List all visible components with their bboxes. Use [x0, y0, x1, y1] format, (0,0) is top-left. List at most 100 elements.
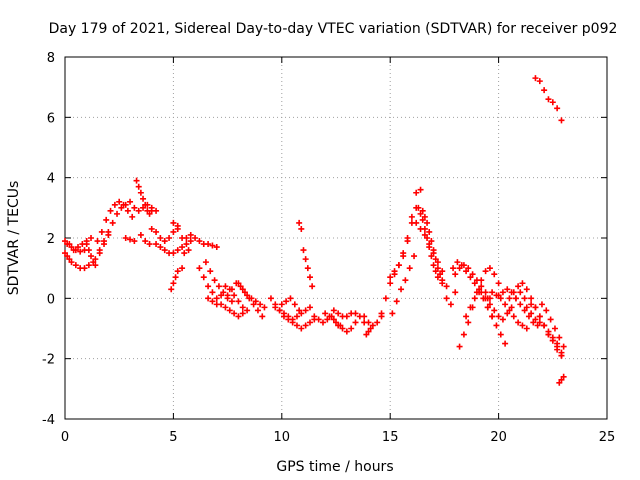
data-point	[502, 340, 509, 347]
data-point	[478, 283, 485, 290]
data-point	[140, 204, 147, 211]
data-point	[348, 325, 355, 332]
data-point	[324, 316, 331, 323]
data-point	[528, 310, 535, 317]
data-point	[499, 289, 506, 296]
data-point	[489, 313, 496, 320]
data-point	[395, 262, 402, 269]
data-point	[257, 301, 264, 308]
data-point	[248, 295, 255, 302]
data-point	[226, 307, 233, 314]
data-point	[504, 286, 511, 293]
data-point	[213, 244, 220, 251]
data-point	[124, 207, 131, 214]
data-point	[452, 289, 459, 296]
data-point	[408, 213, 415, 220]
data-point	[421, 231, 428, 238]
data-point	[289, 319, 296, 326]
data-point	[467, 274, 474, 281]
data-point	[430, 262, 437, 269]
data-point	[508, 304, 515, 311]
data-point	[157, 235, 164, 241]
y-tick-label: -2	[42, 353, 55, 368]
data-point	[304, 265, 311, 272]
data-point	[545, 96, 552, 103]
data-point	[374, 319, 381, 326]
data-point	[140, 195, 147, 202]
data-point	[335, 322, 342, 329]
data-point	[101, 241, 108, 248]
data-point	[287, 295, 294, 302]
data-point	[478, 289, 485, 296]
y-tick-label: 2	[47, 232, 55, 247]
data-point	[463, 313, 470, 320]
data-point	[499, 316, 506, 323]
data-point	[222, 304, 229, 311]
data-point	[456, 265, 463, 272]
data-point	[62, 250, 68, 257]
data-point	[291, 301, 298, 308]
data-point	[311, 313, 318, 320]
data-point	[541, 87, 548, 94]
data-point	[252, 298, 259, 305]
data-point	[261, 304, 268, 311]
data-point	[298, 310, 305, 317]
data-point	[153, 241, 160, 248]
data-point	[532, 75, 539, 82]
data-point	[116, 198, 123, 205]
data-point	[88, 253, 95, 260]
data-point	[66, 256, 73, 263]
data-point	[465, 319, 472, 326]
data-point	[506, 295, 513, 302]
data-point	[235, 313, 242, 320]
data-point	[62, 238, 68, 245]
data-point	[179, 265, 186, 272]
data-point	[185, 247, 192, 254]
data-point	[306, 319, 313, 326]
data-point	[211, 277, 218, 284]
data-point	[146, 241, 153, 248]
data-point	[179, 244, 186, 251]
data-point	[465, 265, 472, 272]
data-point	[556, 379, 563, 386]
data-point	[272, 304, 279, 311]
data-point	[502, 301, 509, 308]
data-point	[495, 280, 502, 287]
data-point	[426, 228, 433, 235]
data-point	[215, 283, 222, 290]
data-point	[170, 250, 177, 257]
data-point	[298, 325, 305, 332]
data-point	[237, 283, 244, 290]
data-point	[220, 289, 227, 296]
data-points	[62, 75, 567, 386]
data-point	[510, 289, 517, 296]
data-point	[484, 295, 491, 302]
data-point	[361, 313, 368, 320]
data-point	[105, 231, 112, 238]
data-point	[75, 244, 82, 251]
data-point	[94, 238, 101, 245]
data-point	[205, 283, 212, 290]
data-point	[81, 265, 88, 272]
data-point	[96, 250, 103, 257]
data-point	[157, 244, 164, 251]
data-point	[525, 313, 532, 320]
data-point	[489, 289, 496, 296]
data-point	[309, 283, 316, 290]
data-point	[153, 207, 160, 214]
data-point	[302, 256, 309, 263]
data-point	[506, 307, 513, 314]
x-axis-label: GPS time / hours	[276, 459, 393, 475]
data-point	[209, 242, 216, 249]
data-point	[235, 298, 242, 305]
data-point	[378, 310, 385, 317]
data-point	[439, 268, 446, 275]
data-point	[486, 265, 493, 272]
data-point	[428, 238, 435, 245]
x-tick-label: 5	[169, 430, 177, 445]
data-point	[504, 310, 511, 317]
data-point	[228, 298, 235, 305]
data-point	[137, 231, 144, 238]
data-point	[72, 247, 79, 254]
data-point	[443, 283, 450, 290]
